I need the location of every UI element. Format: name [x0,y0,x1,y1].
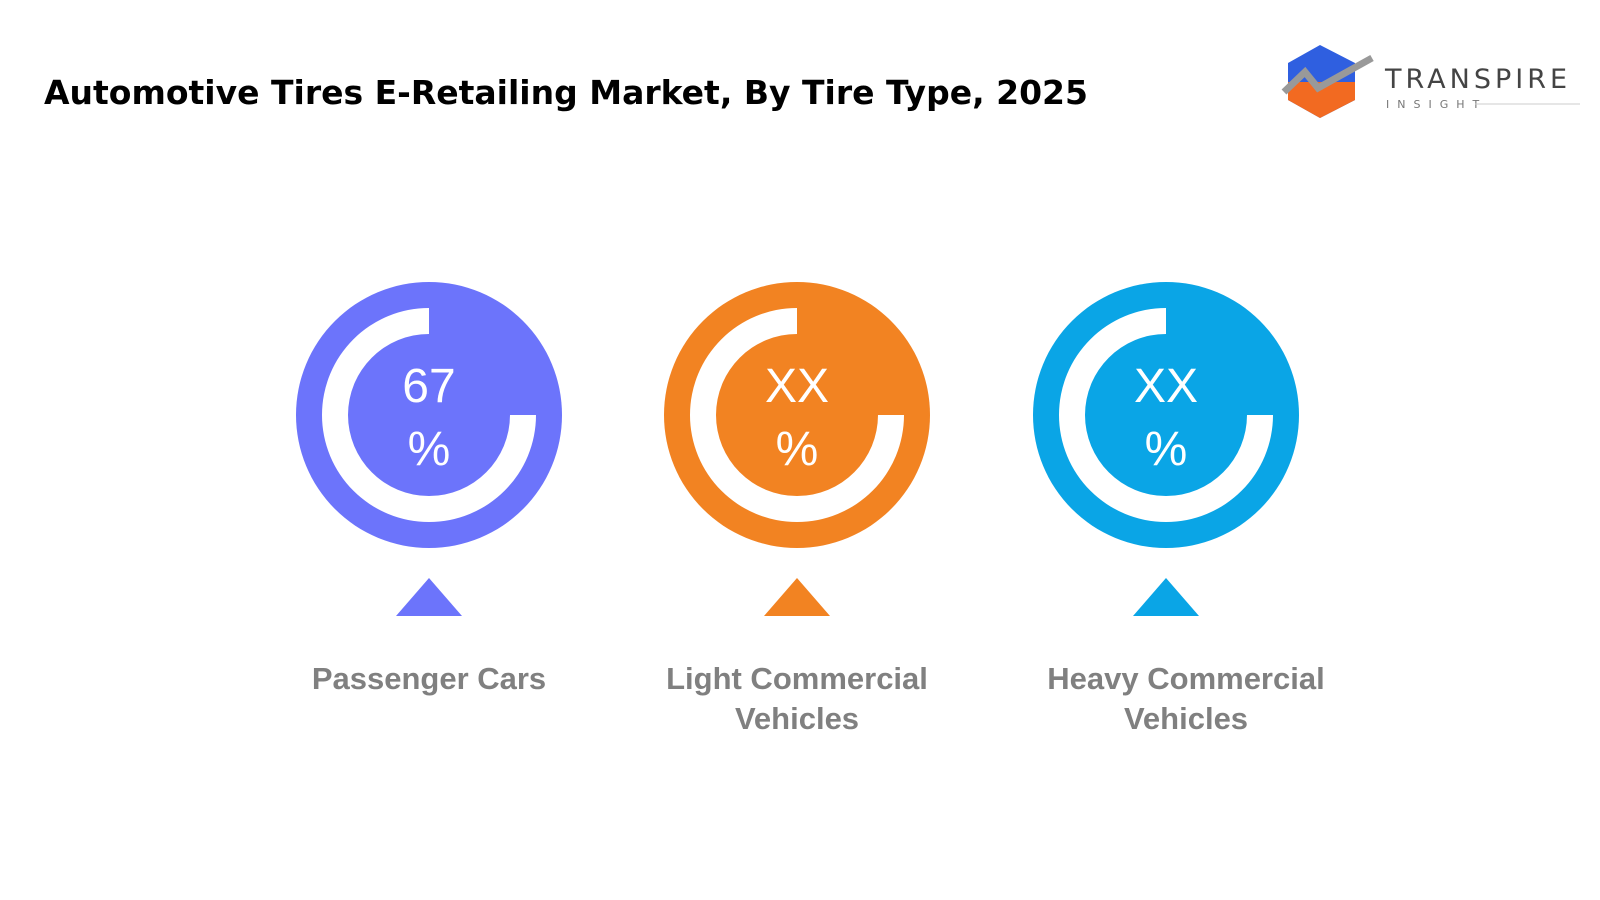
title: Automotive Tires E-Retailing Market, By … [44,73,1088,112]
logo: TRANSPIRE INSIGHT [1281,45,1580,118]
category-label: Vehicles [1124,701,1248,736]
pointer [396,578,462,616]
value: XX [1134,360,1198,413]
value: 67 [402,360,455,413]
unit: % [776,423,819,476]
logo-name: TRANSPIRE [1384,64,1571,95]
logo-icon-lower [1288,82,1355,118]
logo-arrow [1281,54,1374,95]
logo-tagline: INSIGHT [1386,98,1487,111]
unit: % [1145,423,1188,476]
category-label: Vehicles [735,701,859,736]
category-label: Light Commercial [666,661,928,696]
value: XX [765,360,829,413]
pointer [1133,578,1199,616]
unit: % [408,423,451,476]
category-label: Passenger Cars [312,661,546,696]
category-label: Heavy Commercial [1047,661,1324,696]
pointer [764,578,830,616]
